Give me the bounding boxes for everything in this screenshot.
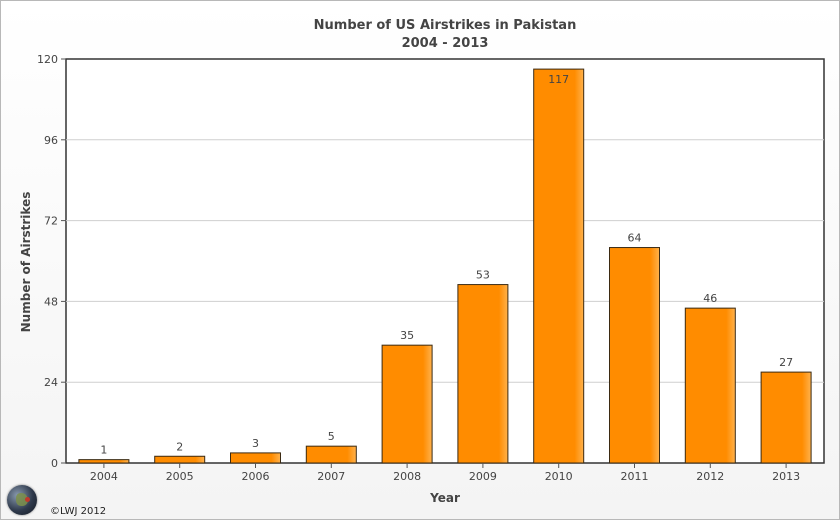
data-label-2012: 46 bbox=[703, 292, 717, 305]
bar-2011 bbox=[609, 247, 660, 464]
data-label-2005: 2 bbox=[176, 440, 183, 453]
x-tick-label-2011: 2011 bbox=[621, 470, 649, 483]
bar-2004 bbox=[78, 459, 130, 464]
x-tick-label-2013: 2013 bbox=[772, 470, 800, 483]
y-tick-label: 96 bbox=[44, 134, 58, 147]
data-label-2009: 53 bbox=[476, 269, 490, 282]
bar-2008 bbox=[381, 344, 433, 464]
bar-2006 bbox=[230, 452, 281, 464]
data-label-2004: 1 bbox=[100, 444, 107, 457]
data-label-2008: 35 bbox=[400, 329, 414, 342]
x-tick-label-2009: 2009 bbox=[469, 470, 497, 483]
x-tick-label-2006: 2006 bbox=[242, 470, 270, 483]
y-tick-label: 48 bbox=[44, 295, 58, 308]
y-axis-ticks: 0 24 48 72 96 120 bbox=[37, 53, 66, 470]
data-label-2007: 5 bbox=[328, 430, 335, 443]
x-axis-ticks: 2004 2005 2006 2007 2008 2009 2010 2011 2012 2013 bbox=[90, 463, 800, 483]
data-label-2013: 27 bbox=[779, 356, 793, 369]
bar-2007 bbox=[305, 445, 357, 464]
globe-icon bbox=[7, 485, 37, 515]
data-label-2010: 117 bbox=[548, 73, 569, 86]
chart-title: Number of US Airstrikes in Pakistan bbox=[314, 18, 577, 33]
y-tick-label: 72 bbox=[44, 215, 58, 228]
x-tick-label-2010: 2010 bbox=[545, 470, 573, 483]
chart-subtitle: 2004 - 2013 bbox=[402, 36, 489, 51]
x-tick-label-2007: 2007 bbox=[317, 470, 345, 483]
y-tick-label: 120 bbox=[37, 53, 58, 66]
bar-2009 bbox=[457, 284, 509, 464]
data-label-2006: 3 bbox=[252, 437, 259, 450]
x-tick-label-2008: 2008 bbox=[393, 470, 421, 483]
x-tick-label-2004: 2004 bbox=[90, 470, 118, 483]
bar-2013 bbox=[760, 371, 812, 464]
y-tick-label: 24 bbox=[44, 376, 58, 389]
x-tick-label-2012: 2012 bbox=[696, 470, 724, 483]
bar-2005 bbox=[154, 455, 206, 464]
credit-text: ©LWJ 2012 bbox=[50, 506, 107, 517]
y-axis-title: Number of Airstrikes bbox=[19, 192, 33, 333]
y-tick-label: 0 bbox=[51, 457, 58, 470]
x-axis-title: Year bbox=[429, 491, 460, 505]
data-label-2011: 64 bbox=[628, 232, 642, 245]
bar-2010 bbox=[533, 68, 585, 464]
x-tick-label-2005: 2005 bbox=[166, 470, 194, 483]
bar-2012 bbox=[684, 307, 736, 464]
